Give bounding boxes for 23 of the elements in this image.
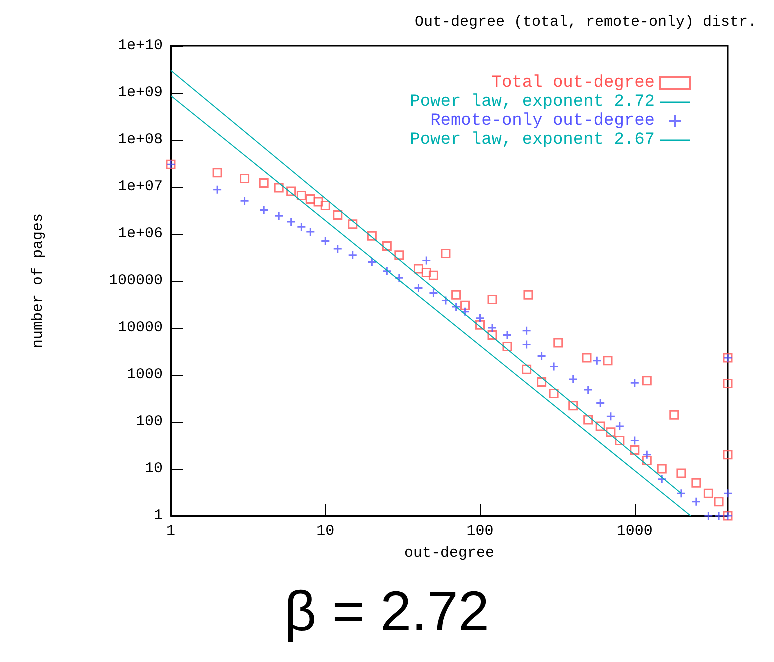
x-tick-label: 1000: [616, 523, 653, 540]
y-tick-label: 1e+10: [118, 38, 163, 54]
y-tick-label: 100: [136, 414, 163, 430]
text: β = 2.72: [284, 580, 490, 642]
chart-title: Out-degree (total, remote-only) distr.: [414, 14, 758, 31]
y-axis-title: number of pages: [30, 213, 47, 349]
legend-label: Total out-degree: [492, 74, 655, 93]
legend-label: Power law, exponent 2.72: [410, 93, 655, 112]
legend-label: Power law, exponent 2.67: [410, 131, 655, 150]
y-tick-label: 1e+09: [118, 84, 163, 102]
x-axis-title: out-degree: [404, 545, 495, 562]
y-tick-label: 10: [144, 460, 163, 478]
y-tick-label: 1000: [126, 366, 163, 384]
x-tick-label: 1: [166, 523, 176, 540]
x-tick-label: 10: [316, 523, 335, 540]
y-tick-label: 1e+07: [118, 178, 163, 196]
legend-label: Remote-only out-degree: [430, 112, 655, 131]
y-tick-label: 10000: [118, 320, 163, 336]
x-tick-label: 100: [466, 523, 494, 540]
y-tick-label: 1e+06: [118, 226, 163, 242]
y-tick-label: 1e+08: [118, 132, 163, 148]
y-tick-label: 100000: [108, 272, 163, 290]
y-tick-label: 1: [154, 508, 163, 524]
